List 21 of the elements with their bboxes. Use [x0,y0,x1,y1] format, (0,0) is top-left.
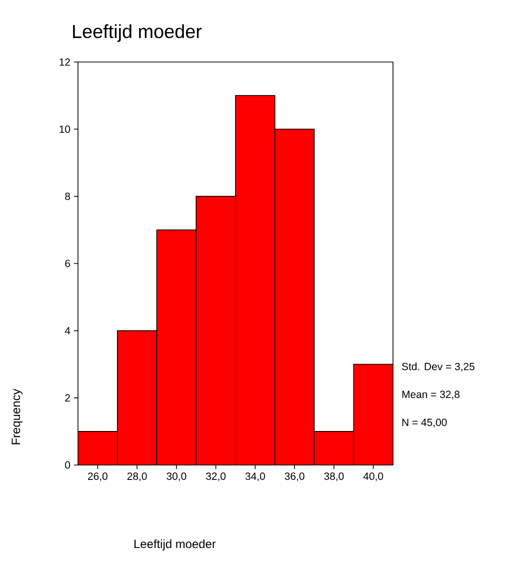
x-tick-label: 28,0 [127,472,147,482]
chart-title: Leeftijd moeder [73,24,202,42]
y-tick-label: 0 [65,461,70,469]
y-tick-label: 4 [64,327,70,334]
y-axis-title: Frequency [12,388,22,444]
x-tick-label: 40,0 [363,472,384,482]
x-tick-label: 26,0 [88,472,108,482]
x-tick-label: 32,0 [206,472,226,482]
x-axis-title: Leeftijd moeder [134,539,216,550]
text: Mean = 32,8 [402,390,460,400]
y-tick-label: 6 [65,260,70,268]
text: Std. Dev = 3,25 [402,362,474,372]
x-tick-label: 38,0 [324,472,344,482]
text: N = 45,00 [402,418,447,428]
x-tick-label: 34,0 [245,472,265,482]
y-tick-label: 10 [60,125,70,133]
x-tick-label: 30,0 [166,472,186,482]
y-tick-label: 2 [65,394,70,402]
x-tick-label: 36,0 [284,472,304,482]
y-tick-label: 8 [65,192,70,200]
y-tick-label: 12 [60,58,70,66]
